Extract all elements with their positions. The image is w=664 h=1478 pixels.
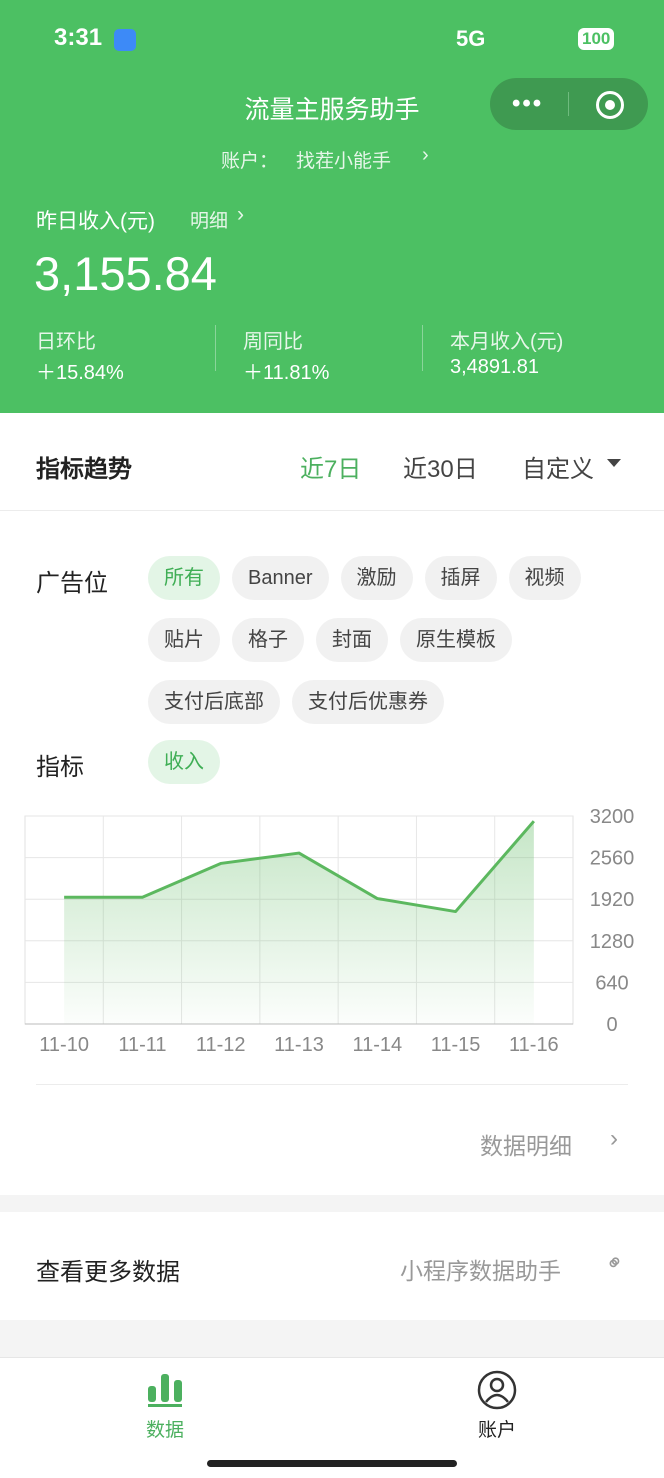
stat-label: 日环比 xyxy=(36,331,96,353)
ad-slot-chip[interactable]: Banner xyxy=(232,556,329,600)
ad-slot-chip[interactable]: 所有 xyxy=(148,556,220,600)
tab-bar: 数据 账户 xyxy=(0,1357,664,1478)
divider xyxy=(422,325,423,371)
tab-label[interactable]: 数据 xyxy=(145,1420,184,1441)
ad-slot-chip[interactable]: 贴片 xyxy=(148,618,220,662)
stat-label: 周同比 xyxy=(243,331,303,353)
y-tick-label: 640 xyxy=(595,972,628,994)
ad-slot-chip[interactable]: 插屏 xyxy=(424,556,497,600)
home-indicator xyxy=(207,1460,457,1467)
area xyxy=(64,821,534,1024)
ad-slot-chip[interactable]: 封面 xyxy=(316,618,388,662)
ad-slot-chip[interactable]: 原生模板 xyxy=(400,618,512,662)
ad-slot-chips: 所有 Banner 激励 插屏 视频贴片 格子 封面 原生模板支付后底部 支付后优惠券 xyxy=(148,556,618,724)
ad-slot-chip[interactable]: 支付后优惠券 xyxy=(292,680,444,724)
divider xyxy=(215,325,216,371)
tab-icon-account xyxy=(477,1370,517,1410)
detail-link[interactable]: 明细 xyxy=(190,211,229,232)
ad-label: 广告位 xyxy=(36,570,108,597)
stat-value: ＋11.81% xyxy=(243,362,330,384)
income-label: 昨日收入(元) xyxy=(36,210,155,233)
account-name[interactable]: 找茬小能手 xyxy=(296,151,392,172)
link-icon: ⚭ xyxy=(599,1247,631,1279)
section-title: 指标趋势 xyxy=(36,456,132,483)
ad-slot-chip[interactable]: 格子 xyxy=(232,618,304,662)
header: 3:31 5G 100 流量主服务助手 ••• 账户： 找茬小能手 › 昨日收入… xyxy=(0,0,664,413)
x-tick-label: 11-16 xyxy=(509,1034,559,1056)
stat-label: 本月收入(元) xyxy=(450,331,564,353)
more-link[interactable]: 小程序数据助手 xyxy=(400,1258,561,1284)
ad-slot-chip[interactable]: 激励 xyxy=(340,556,413,600)
more-label: 查看更多数据 xyxy=(36,1259,180,1286)
range-tab[interactable]: 近7日 xyxy=(300,456,362,483)
status-battery: 100 xyxy=(578,28,615,50)
divider xyxy=(36,1084,628,1085)
income-value: 3,155.84 xyxy=(34,247,217,300)
ad-slot-chip[interactable]: 支付后底部 xyxy=(148,680,280,724)
x-tick-label: 11-11 xyxy=(118,1034,166,1056)
x-tick-label: 11-12 xyxy=(196,1034,246,1056)
chevron: › xyxy=(610,1125,618,1152)
dropdown-arrow xyxy=(607,459,621,467)
ad-slot-chip[interactable]: 视频 xyxy=(508,556,581,600)
x-tick-label: 11-10 xyxy=(39,1034,89,1056)
chevron: › xyxy=(422,144,429,166)
y-tick-label: 1280 xyxy=(590,931,635,953)
line xyxy=(64,820,535,914)
capsule-button[interactable]: ••• xyxy=(490,78,648,130)
app-title: 流量主服务助手 xyxy=(244,96,420,124)
stat-value: ＋15.84% xyxy=(36,362,124,384)
x-tick-label: 11-14 xyxy=(352,1034,402,1056)
account-label: 账户： xyxy=(221,151,279,172)
stat-value: 3,4891.81 xyxy=(450,356,539,378)
metric-label: 指标 xyxy=(36,754,84,781)
status-time: 3:31 xyxy=(54,24,103,51)
range-tab[interactable]: 近30日 xyxy=(403,456,478,483)
y-tick-label: 0 xyxy=(606,1014,617,1036)
y-tick-label: 2560 xyxy=(590,848,635,870)
metric-chip[interactable]: 收入 xyxy=(148,740,220,784)
y-tick-label: 3200 xyxy=(590,806,635,828)
app-icon xyxy=(114,29,136,51)
status-network: 5G xyxy=(456,26,486,51)
trend-card: 指标趋势 近7日 近30日 自定义 广告位 指标 收入 数据明细 › xyxy=(0,413,664,1195)
x-tick-label: 11-15 xyxy=(431,1034,481,1056)
tab-label[interactable]: 账户 xyxy=(477,1420,516,1441)
line-chart: 0 640 1280 1920 2560 3200 11-10 11-11 11-12 11-13… xyxy=(24,806,635,1056)
y-tick-label: 1920 xyxy=(590,889,635,911)
range-tab[interactable]: 自定义 xyxy=(522,456,594,483)
data-detail-link[interactable]: 数据明细 xyxy=(480,1133,572,1159)
x-tick-label: 11-13 xyxy=(274,1034,324,1056)
tab-icon-data xyxy=(148,1374,182,1407)
divider xyxy=(0,510,664,511)
chevron: › xyxy=(237,203,244,226)
more-card[interactable]: 查看更多数据 小程序数据助手 ⚭ xyxy=(0,1212,664,1320)
